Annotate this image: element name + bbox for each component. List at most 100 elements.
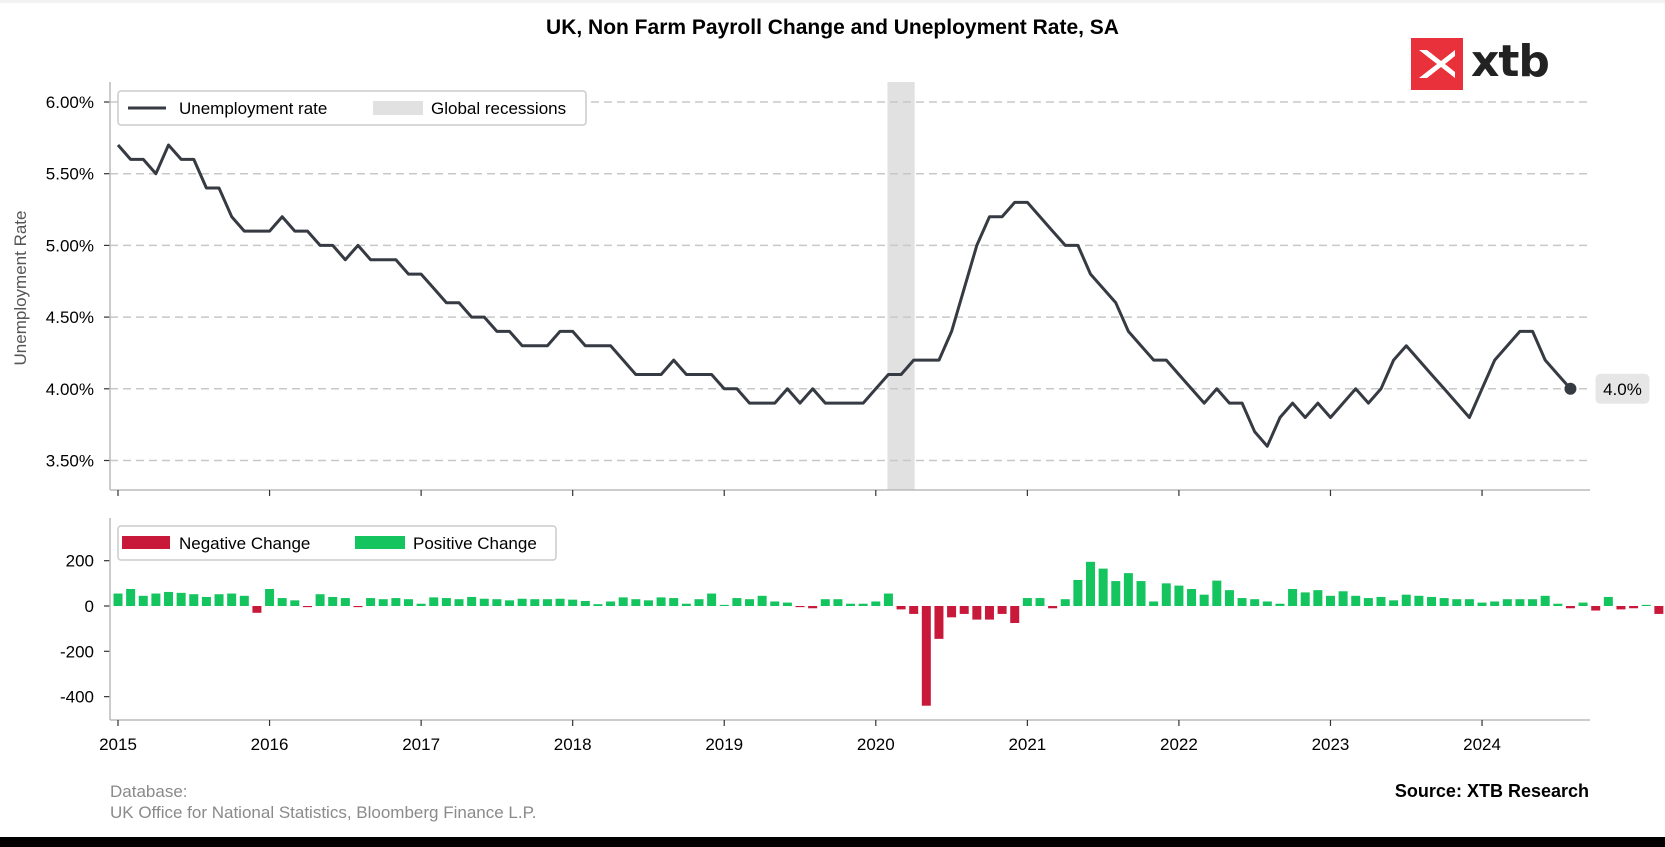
x-tick-label: 2015 [99,735,137,754]
y-tick-label: 3.50% [46,452,94,471]
positive-bar [441,598,451,606]
positive-bar [1073,579,1083,606]
positive-bar [214,594,224,606]
positive-bar [416,603,426,606]
negative-bar [1565,606,1575,609]
negative-bar [1629,606,1639,609]
legend-box [117,90,587,126]
positive-bar [189,594,199,606]
x-tick-label: 2016 [251,735,289,754]
positive-bar [164,591,174,606]
positive-bar [1224,590,1234,606]
positive-bar [1414,595,1424,606]
bottom-bar [0,837,1665,847]
positive-bar [1528,599,1538,606]
xtb-logo: xtb [1411,36,1550,92]
positive-bar [580,601,590,606]
positive-bar [1452,599,1462,606]
positive-bar [138,595,148,606]
negative-bar [795,606,805,608]
positive-bar [315,594,325,606]
positive-bar [1515,599,1525,606]
positive-bar [858,603,868,606]
positive-bar [719,604,729,606]
payroll-legend: Negative Change Positive Change [117,525,557,561]
positive-bar [1351,595,1361,606]
positive-bar [1174,585,1184,606]
positive-bar [1325,595,1335,606]
positive-bar [1376,596,1386,606]
recession-band [887,82,915,490]
positive-bar [530,599,540,606]
x-tick-label: 2024 [1463,735,1501,754]
negative-bar [997,606,1007,614]
negative-bar [1591,606,1601,611]
positive-bar [1540,595,1550,606]
legend-label-positive: Positive Change [413,534,537,553]
x-tick-label: 2018 [554,735,592,754]
positive-bar [707,593,717,606]
positive-bar [201,596,211,606]
database-note: Database: UK Office for National Statist… [110,781,536,823]
negative-bar [353,606,363,608]
last-value-marker [1564,382,1577,395]
positive-bar [1237,598,1247,606]
y-tick-label: 6.00% [46,93,94,112]
positive-bar [1111,581,1121,606]
positive-bar [757,595,767,606]
negative-bar [1010,606,1020,623]
y-tick-label: -400 [60,688,94,707]
chart-title: UK, Non Farm Payroll Change and Uneploym… [546,16,1119,39]
positive-bar [1275,603,1285,606]
positive-bar [366,598,376,606]
positive-bar [1060,599,1070,606]
positive-bar [113,593,123,606]
negative-bar [808,606,818,609]
x-tick-label: 2022 [1160,735,1198,754]
positive-bar [290,600,300,606]
y-tick-label: 0 [85,597,94,616]
database-label: Database: [110,782,188,801]
positive-bar [846,603,856,606]
negative-bar [1048,606,1058,609]
unemployment-panel: 3.50% 4.00% 4.50% 5.00% 5.50% 6.00% Unemployme… [11,82,1650,496]
positive-bar [239,595,249,606]
positive-bar [1502,599,1512,606]
y-tick-label: 200 [66,552,94,571]
positive-bar [378,599,388,606]
positive-bar [1149,601,1159,606]
positive-bar [1553,603,1563,606]
positive-bar [1136,581,1146,606]
positive-bar [656,597,666,606]
positive-bar [1098,568,1108,606]
negative-bar [972,606,982,620]
positive-bar [479,598,489,606]
positive-bar [126,589,136,606]
positive-bar [1477,602,1487,606]
unemployment-legend: Unemployment rate Global recessions [117,90,587,126]
y-axis-label: Unemployment Rate [11,211,30,366]
positive-bar [568,599,578,606]
positive-bar [555,598,565,606]
positive-bar [1427,596,1437,606]
positive-bar [1401,594,1411,606]
positive-bar [227,593,237,606]
database-sources: UK Office for National Statistics, Bloom… [110,803,537,822]
positive-bar [833,599,843,606]
positive-bar [618,597,628,606]
positive-bar [732,598,742,606]
positive-bar [403,599,413,606]
positive-bar [1300,592,1310,606]
positive-bar [391,598,401,606]
legend-negative-swatch [122,536,170,549]
negative-bar [302,606,312,608]
positive-bar [593,604,603,606]
x-tick-label: 2020 [857,735,895,754]
positive-bar [1262,601,1272,606]
positive-bar [1490,601,1500,606]
positive-bar [681,603,691,606]
positive-bar [745,599,754,606]
positive-bar [1199,594,1209,606]
legend-label-unemployment: Unemployment rate [179,99,327,118]
